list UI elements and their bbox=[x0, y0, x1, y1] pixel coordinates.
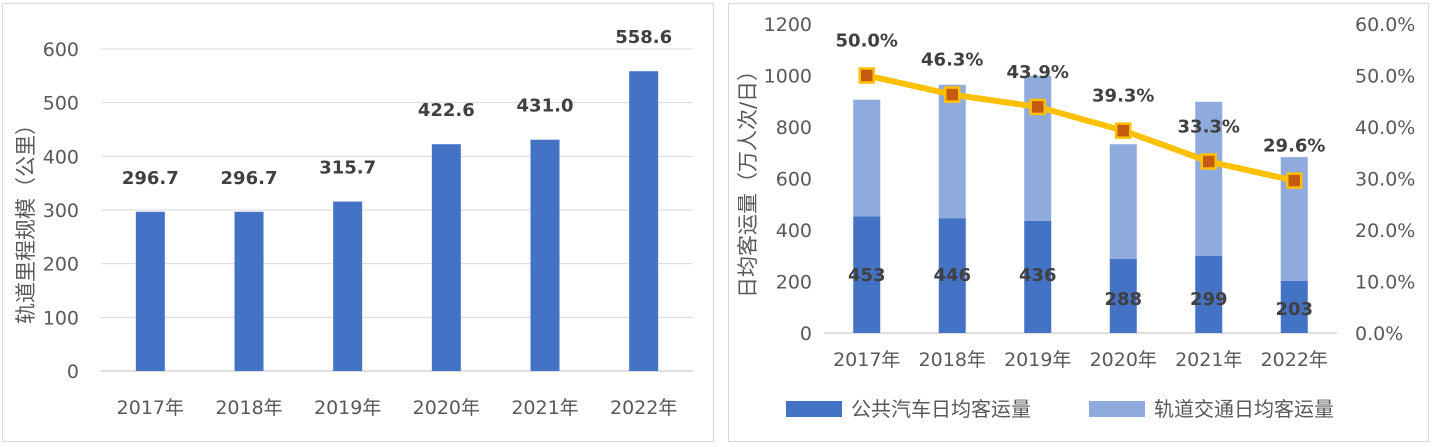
share-marker bbox=[1200, 153, 1217, 170]
x-tick-label: 2018年 bbox=[919, 349, 986, 371]
y2-tick-label: 50.0% bbox=[1355, 66, 1415, 88]
right-chart-panel: 日均客运量（万人次/日） 0 200 400 600 800 1000 1200 0.0% 10… bbox=[728, 3, 1429, 442]
bar bbox=[333, 201, 363, 371]
bus-value-label: 288 bbox=[1104, 289, 1142, 310]
legend-label-bus: 公共汽车日均客运量 bbox=[851, 397, 1031, 421]
bar-segment-rail bbox=[938, 84, 966, 219]
bar-value-label: 296.7 bbox=[122, 168, 179, 189]
bar-value-label: 296.7 bbox=[221, 168, 278, 189]
bus-value-label: 299 bbox=[1190, 289, 1228, 310]
y-tick-label: 200 bbox=[43, 254, 79, 276]
bar-segment-bus bbox=[1280, 280, 1308, 333]
bar-segment-bus bbox=[1109, 258, 1137, 333]
legend-label-rail: 轨道交通日均客运量 bbox=[1154, 397, 1334, 421]
bus-value-label: 453 bbox=[848, 265, 886, 286]
y-tick-label: 300 bbox=[43, 200, 79, 222]
bar-segment-rail bbox=[1195, 101, 1223, 257]
right-chart-svg: 日均客运量（万人次/日） 0 200 400 600 800 1000 1200 0.0% 10… bbox=[736, 14, 1415, 421]
y-tick-label: 400 bbox=[43, 146, 79, 168]
share-marker bbox=[1286, 172, 1303, 189]
x-tick-label: 2020年 bbox=[1090, 349, 1157, 371]
x-tick-label: 2019年 bbox=[1004, 349, 1071, 371]
x-tick-label: 2018年 bbox=[215, 397, 282, 419]
legend-swatch-bus bbox=[786, 401, 842, 417]
share-marker bbox=[1029, 98, 1046, 116]
bus-value-label: 436 bbox=[1019, 265, 1057, 286]
y-tick-label: 600 bbox=[776, 169, 812, 191]
bar-segment-bus bbox=[1024, 220, 1052, 333]
x-tick-label: 2022年 bbox=[610, 397, 677, 419]
y-tick-label: 800 bbox=[776, 117, 812, 139]
y2-tick-label: 0.0% bbox=[1355, 323, 1403, 345]
share-value-label: 29.6% bbox=[1263, 136, 1325, 157]
right-y-axis-title: 日均客运量（万人次/日） bbox=[736, 60, 760, 298]
y-tick-label: 600 bbox=[43, 39, 79, 61]
bar-segment-rail bbox=[853, 99, 881, 217]
left-y-axis-title: 轨道里程规模（公里） bbox=[14, 114, 38, 324]
y2-tick-label: 10.0% bbox=[1355, 272, 1415, 294]
x-tick-label: 2021年 bbox=[1175, 349, 1242, 371]
bar bbox=[135, 211, 165, 371]
share-value-label: 39.3% bbox=[1092, 86, 1154, 107]
y-tick-label: 500 bbox=[43, 93, 79, 115]
legend-swatch-rail bbox=[1089, 401, 1145, 417]
bar-segment-bus bbox=[1195, 256, 1223, 333]
bus-value-label: 446 bbox=[933, 265, 971, 286]
x-tick-label: 2017年 bbox=[833, 349, 900, 371]
share-line bbox=[866, 72, 1295, 184]
y-tick-label: 100 bbox=[43, 307, 79, 329]
bar-value-label: 558.6 bbox=[615, 27, 672, 48]
y2-tick-label: 40.0% bbox=[1355, 117, 1415, 139]
share-value-label: 46.3% bbox=[921, 50, 983, 71]
left-chart-svg: 轨道里程规模（公里） 0 100 200 300 400 500 600 296.7 2017年… bbox=[14, 27, 693, 419]
bar bbox=[431, 144, 461, 371]
share-marker bbox=[1115, 122, 1132, 139]
bar bbox=[234, 211, 264, 371]
x-tick-label: 2021年 bbox=[511, 397, 578, 419]
y2-tick-label: 30.0% bbox=[1355, 169, 1415, 191]
bar-segment-bus bbox=[938, 218, 966, 333]
share-value-label: 33.3% bbox=[1178, 117, 1240, 138]
bar-segment-bus bbox=[853, 216, 881, 333]
bus-value-label: 203 bbox=[1275, 299, 1313, 320]
bar-value-label: 422.6 bbox=[418, 100, 475, 121]
y2-tick-label: 20.0% bbox=[1355, 220, 1415, 242]
x-tick-label: 2020年 bbox=[413, 397, 480, 419]
y-tick-label: 1200 bbox=[764, 14, 812, 36]
x-tick-label: 2019年 bbox=[314, 397, 381, 419]
share-value-label: 43.9% bbox=[1007, 62, 1069, 83]
bar bbox=[530, 139, 560, 371]
share-value-label: 50.0% bbox=[836, 31, 898, 52]
x-tick-label: 2022年 bbox=[1261, 349, 1328, 371]
bar bbox=[629, 71, 659, 371]
y-tick-label: 1000 bbox=[764, 66, 812, 88]
y2-tick-label: 60.0% bbox=[1355, 14, 1415, 36]
left-chart-panel: 轨道里程规模（公里） 0 100 200 300 400 500 600 296.7 2017年… bbox=[2, 3, 714, 442]
y-tick-label: 0 bbox=[67, 361, 79, 383]
share-marker bbox=[944, 86, 961, 103]
bar-value-label: 315.7 bbox=[319, 158, 376, 179]
x-tick-label: 2017年 bbox=[117, 397, 184, 419]
bar-segment-rail bbox=[1109, 144, 1137, 259]
bar-segment-rail bbox=[1024, 75, 1052, 221]
y-tick-label: 400 bbox=[776, 220, 812, 242]
share-marker bbox=[858, 67, 875, 84]
y-tick-label: 200 bbox=[776, 272, 812, 294]
y-tick-label: 0 bbox=[800, 323, 812, 345]
bar-value-label: 431.0 bbox=[517, 96, 574, 117]
